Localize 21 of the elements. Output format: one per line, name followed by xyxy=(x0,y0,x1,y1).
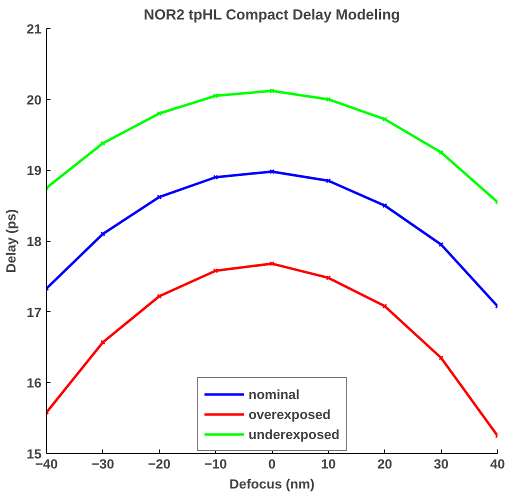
y-tick-label: 16 xyxy=(26,376,42,391)
y-tick-label: 21 xyxy=(26,22,42,36)
legend-label: overexposed xyxy=(248,406,331,422)
legend-label: underexposed xyxy=(248,426,340,442)
x-tick-label: −20 xyxy=(148,456,171,472)
y-tick-label: 19 xyxy=(26,163,42,178)
x-tick-label: −30 xyxy=(92,456,114,472)
y-axis-title: Delay (ps) xyxy=(4,209,19,273)
x-tick-label: 20 xyxy=(377,456,392,472)
x-tick-label: −10 xyxy=(204,456,227,472)
x-tick-label: 0 xyxy=(268,456,276,472)
x-tick-label: 40 xyxy=(490,456,505,472)
x-tick-label: 10 xyxy=(320,456,336,472)
chart-title: NOR2 tpHL Compact Delay Modeling xyxy=(144,8,400,24)
y-tick-label: 15 xyxy=(26,446,42,462)
y-tick-label: 18 xyxy=(26,234,42,249)
legend-label: nominal xyxy=(248,386,300,402)
y-tick-label: 20 xyxy=(26,92,42,108)
x-axis-title: Defocus (nm) xyxy=(229,476,315,492)
x-tick-label: 30 xyxy=(434,456,449,472)
y-tick-label: 17 xyxy=(26,304,42,320)
